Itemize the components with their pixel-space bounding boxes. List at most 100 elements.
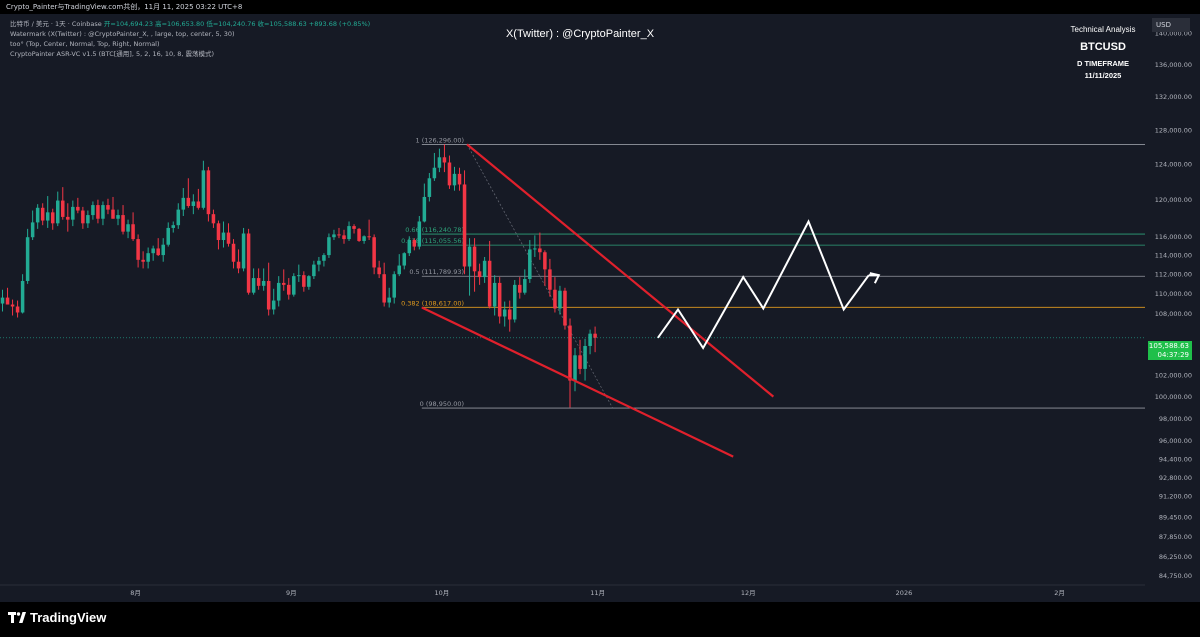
price-tick-label: 96,000.00 xyxy=(1159,437,1192,445)
candle-body xyxy=(447,162,452,186)
candle-body xyxy=(45,212,50,221)
currency-label[interactable]: USD xyxy=(1152,18,1190,32)
candlestick-series xyxy=(0,144,1145,408)
candle xyxy=(467,238,472,296)
candle xyxy=(367,219,371,241)
candle xyxy=(30,210,35,241)
candle-body xyxy=(206,170,211,215)
price-tick-label: 120,000.00 xyxy=(1155,196,1192,204)
candle-body xyxy=(166,227,170,245)
candle xyxy=(241,227,246,272)
candle xyxy=(151,245,155,261)
candle-body xyxy=(372,237,376,268)
candle xyxy=(266,262,271,316)
candle-body xyxy=(342,235,346,240)
candle-body xyxy=(487,260,492,307)
candle xyxy=(482,256,487,283)
candle-body xyxy=(211,214,216,224)
candle-body xyxy=(568,325,572,381)
candle xyxy=(593,326,597,353)
price-axis-background[interactable] xyxy=(1145,14,1200,602)
candle xyxy=(417,215,422,250)
price-chart[interactable]: 1 (126,296.00) 0.66 (116,240.78) 0.618 (11… xyxy=(0,14,1200,602)
candle-body xyxy=(251,278,256,293)
candle-body xyxy=(76,206,80,211)
candle xyxy=(161,238,165,262)
fib-level-label: 1 (126,296.00) xyxy=(416,136,465,144)
candle-body xyxy=(528,249,532,280)
candle xyxy=(256,268,261,290)
candle-body xyxy=(583,345,587,369)
candle-body xyxy=(186,197,191,206)
indicator-too: too° (Top, Center, Normal, Top, Right, N… xyxy=(10,40,160,48)
candle-body xyxy=(292,276,296,295)
candle-body xyxy=(523,279,527,293)
candle-body xyxy=(256,278,261,286)
candle-body xyxy=(236,261,241,269)
candle-body xyxy=(543,252,547,270)
candle xyxy=(287,278,291,300)
candle xyxy=(206,166,211,222)
price-tick-label: 89,450.00 xyxy=(1159,514,1192,522)
wedge-lower-line xyxy=(421,306,734,458)
candle-body xyxy=(86,215,90,224)
candle xyxy=(55,191,60,227)
candle xyxy=(497,277,502,324)
candle xyxy=(342,229,346,244)
fibonacci-retracement[interactable]: 1 (126,296.00) 0.66 (116,240.78) 0.618 (11… xyxy=(401,136,1145,409)
falling-wedge[interactable] xyxy=(421,143,775,458)
candle-body xyxy=(191,201,196,206)
candle xyxy=(447,155,452,189)
projection-path[interactable] xyxy=(657,219,881,350)
candle-body xyxy=(221,232,226,241)
candle-body xyxy=(141,259,145,262)
candle xyxy=(452,166,457,191)
candle-body xyxy=(35,207,40,223)
candle-body xyxy=(347,226,351,240)
time-tick-label: 12月 xyxy=(741,589,756,597)
candle-body xyxy=(121,215,125,232)
candle xyxy=(357,227,361,242)
candle-body xyxy=(377,267,381,275)
candle xyxy=(201,160,206,210)
candle xyxy=(387,287,391,308)
ohlc-values: 开=104,694.23 高=106,653.80 低=104,240.76 收… xyxy=(103,20,371,28)
candle-body xyxy=(512,284,517,320)
projection-zigzag xyxy=(657,219,870,350)
price-tick-label: 92,800.00 xyxy=(1159,474,1192,482)
chart-area[interactable]: 1 (126,296.00) 0.66 (116,240.78) 0.618 (11… xyxy=(0,14,1200,602)
candle xyxy=(0,289,5,312)
candle-body xyxy=(30,222,35,238)
wedge-upper-line xyxy=(466,143,775,398)
candle-body xyxy=(146,253,150,262)
price-tick-label: 136,000.00 xyxy=(1155,61,1192,69)
candle-body xyxy=(106,205,110,210)
candle-body xyxy=(563,290,567,326)
candle-body xyxy=(482,260,487,278)
fib-level-label: 0.382 (108,617.00) xyxy=(401,299,464,307)
candle-body xyxy=(281,282,286,285)
candle-body xyxy=(392,274,396,298)
screenshot-header: Crypto_Painter与TradingView.com共创，11月 11,… xyxy=(0,0,1200,14)
candle xyxy=(146,247,150,269)
candle xyxy=(317,256,321,272)
candle xyxy=(292,273,296,297)
candle xyxy=(377,260,381,279)
time-axis-ticks: 8月 9月 10月 11月 12月 2026 2月 xyxy=(130,589,1065,597)
candle xyxy=(462,170,467,275)
candle xyxy=(281,269,286,291)
candle-body xyxy=(131,224,135,240)
brand-date: 11/11/2025 xyxy=(1084,71,1122,80)
candle-body xyxy=(201,170,206,208)
brand-ticker: BTCUSD xyxy=(1080,41,1126,53)
candle-body xyxy=(407,240,412,254)
candle xyxy=(76,197,80,214)
footer-bar: TradingView xyxy=(0,602,1200,637)
candle-body xyxy=(271,300,276,310)
candle-body xyxy=(136,239,140,260)
price-tick-label: 140,000.00 xyxy=(1155,30,1192,38)
candle xyxy=(538,232,542,260)
fib-level-label: 0 (98,950.00) xyxy=(420,400,464,408)
candle xyxy=(196,188,201,210)
candle xyxy=(347,221,351,241)
